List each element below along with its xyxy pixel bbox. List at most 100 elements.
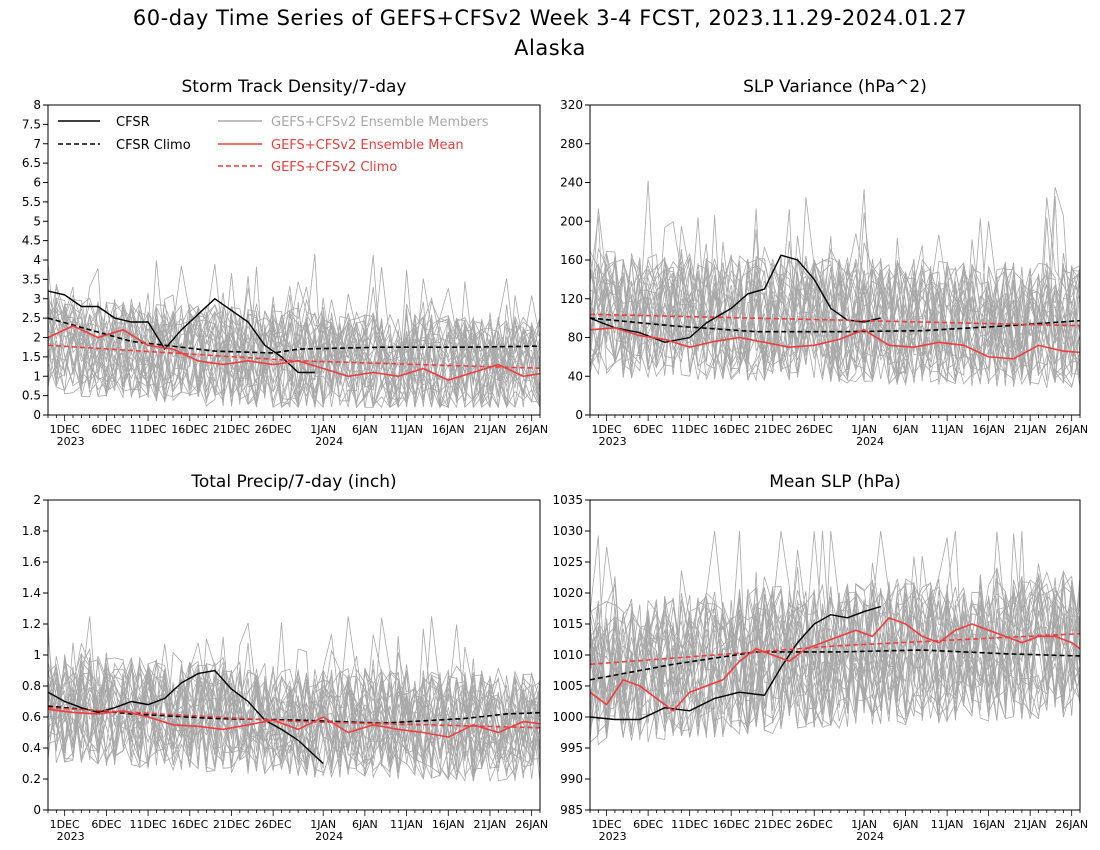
x-tick-year: 2024: [315, 435, 343, 448]
ensemble-member-line: [48, 266, 540, 408]
x-tick-label: 21DEC: [754, 423, 791, 436]
y-tick-label: 0: [575, 408, 583, 422]
y-tick-label: 4.5: [22, 234, 41, 248]
x-tick-label: 21DEC: [213, 423, 250, 436]
ensemble-member-line: [590, 197, 1080, 382]
ensemble-member-line: [590, 195, 1080, 389]
x-tick-label: 26JAN: [1055, 423, 1088, 436]
x-tick-label: 21JAN: [474, 818, 507, 831]
y-tick-label: 0.5: [22, 389, 41, 403]
x-tick-label: 21JAN: [1014, 423, 1047, 436]
y-tick-label: 0.2: [22, 772, 41, 786]
x-tick-label: 1JAN: [310, 818, 336, 831]
ensemble-member-line: [48, 260, 540, 408]
figure-title: 60-day Time Series of GEFS+CFSv2 Week 3-…: [132, 6, 968, 30]
x-tick-year: 2023: [57, 435, 85, 448]
ensemble-member-line: [48, 285, 540, 408]
x-tick-label: 11JAN: [390, 423, 423, 436]
x-tick-label: 26JAN: [1055, 818, 1088, 831]
x-tick-label: 1JAN: [310, 423, 336, 436]
series-line: [590, 632, 1080, 666]
y-tick-label: 120: [560, 292, 583, 306]
x-tick-label: 26DEC: [255, 423, 292, 436]
ensemble-member-line: [590, 530, 1080, 741]
ensemble-member-line: [48, 281, 540, 408]
x-tick-label: 1DEC: [592, 818, 622, 831]
ensemble-member-line: [590, 242, 1080, 382]
x-tick-label: 6JAN: [352, 818, 378, 831]
ensemble-member-line: [48, 296, 540, 408]
y-tick-label: 1.2: [22, 617, 41, 631]
x-tick-label: 6DEC: [91, 818, 121, 831]
y-tick-label: 80: [568, 331, 583, 345]
y-tick-label: 0: [33, 803, 41, 817]
series-line: [48, 344, 540, 370]
series-line: [590, 326, 1080, 360]
ensemble-member-line: [48, 261, 540, 408]
x-tick-label: 26DEC: [796, 423, 833, 436]
ensemble-member-line: [48, 297, 540, 409]
y-tick-label: 40: [568, 369, 583, 383]
ensemble-member-line: [48, 297, 540, 409]
ensemble-member-line: [590, 556, 1080, 732]
x-tick-year: 2024: [315, 830, 343, 843]
series-line: [48, 290, 315, 374]
y-tick-label: 320: [560, 98, 583, 112]
x-tick-label: 11DEC: [130, 423, 167, 436]
x-tick-label: 21DEC: [754, 818, 791, 831]
ensemble-member-line: [590, 217, 1080, 382]
ensemble-members: [590, 180, 1080, 389]
x-tick-label: 11JAN: [931, 423, 964, 436]
ensemble-member-line: [590, 563, 1080, 733]
ensemble-members: [48, 616, 540, 783]
ensemble-member-line: [590, 567, 1080, 729]
y-tick-label: 0.8: [22, 679, 41, 693]
y-tick-label: 3.5: [22, 272, 41, 286]
ensemble-member-line: [590, 530, 1080, 730]
ensemble-member-line: [590, 196, 1080, 386]
x-tick-year: 2023: [57, 830, 85, 843]
y-tick-label: 995: [560, 741, 583, 755]
panel-title: Storm Track Density/7-day: [182, 77, 407, 97]
y-tick-label: 5: [33, 214, 41, 228]
y-tick-label: 1.4: [22, 586, 41, 600]
x-tick-year: 2023: [599, 435, 627, 448]
ensemble-member-line: [48, 661, 540, 778]
x-tick-label: 11JAN: [931, 818, 964, 831]
y-tick-label: 990: [560, 772, 583, 786]
legend-label-members: GEFS+CFSv2 Ensemble Members: [271, 115, 489, 130]
panel-title: Total Precip/7-day (inch): [190, 472, 396, 492]
ensemble-member-line: [590, 240, 1080, 385]
x-tick-label: 6JAN: [893, 818, 919, 831]
y-tick-label: 8: [33, 98, 41, 112]
panel-title: Mean SLP (hPa): [769, 472, 901, 492]
ensemble-member-line: [48, 652, 540, 778]
x-tick-label: 26DEC: [796, 818, 833, 831]
y-tick-label: 160: [560, 253, 583, 267]
series-line: [590, 616, 1080, 712]
y-tick-label: 1005: [552, 679, 583, 693]
panel-title: SLP Variance (hPa^2): [743, 77, 927, 97]
x-tick-label: 16JAN: [972, 818, 1005, 831]
series-line: [590, 649, 1080, 681]
y-tick-label: 1035: [552, 493, 583, 507]
x-tick-label: 26JAN: [515, 818, 548, 831]
x-tick-label: 16DEC: [171, 423, 208, 436]
y-tick-label: 1000: [552, 710, 583, 724]
series-line: [48, 669, 324, 765]
y-tick-label: 1.8: [22, 524, 41, 538]
x-tick-label: 21DEC: [213, 818, 250, 831]
y-tick-label: 985: [560, 803, 583, 817]
x-tick-year: 2024: [856, 435, 884, 448]
y-tick-label: 7: [33, 137, 41, 151]
figure-subtitle: Alaska: [514, 36, 586, 60]
x-tick-label: 11JAN: [390, 818, 423, 831]
series-line: [590, 605, 881, 721]
y-tick-label: 6.5: [22, 156, 41, 170]
ensemble-member-line: [590, 530, 1080, 740]
series-line: [48, 706, 540, 729]
x-tick-label: 6DEC: [91, 423, 121, 436]
y-tick-label: 3: [33, 292, 41, 306]
y-tick-label: 2: [33, 493, 41, 507]
